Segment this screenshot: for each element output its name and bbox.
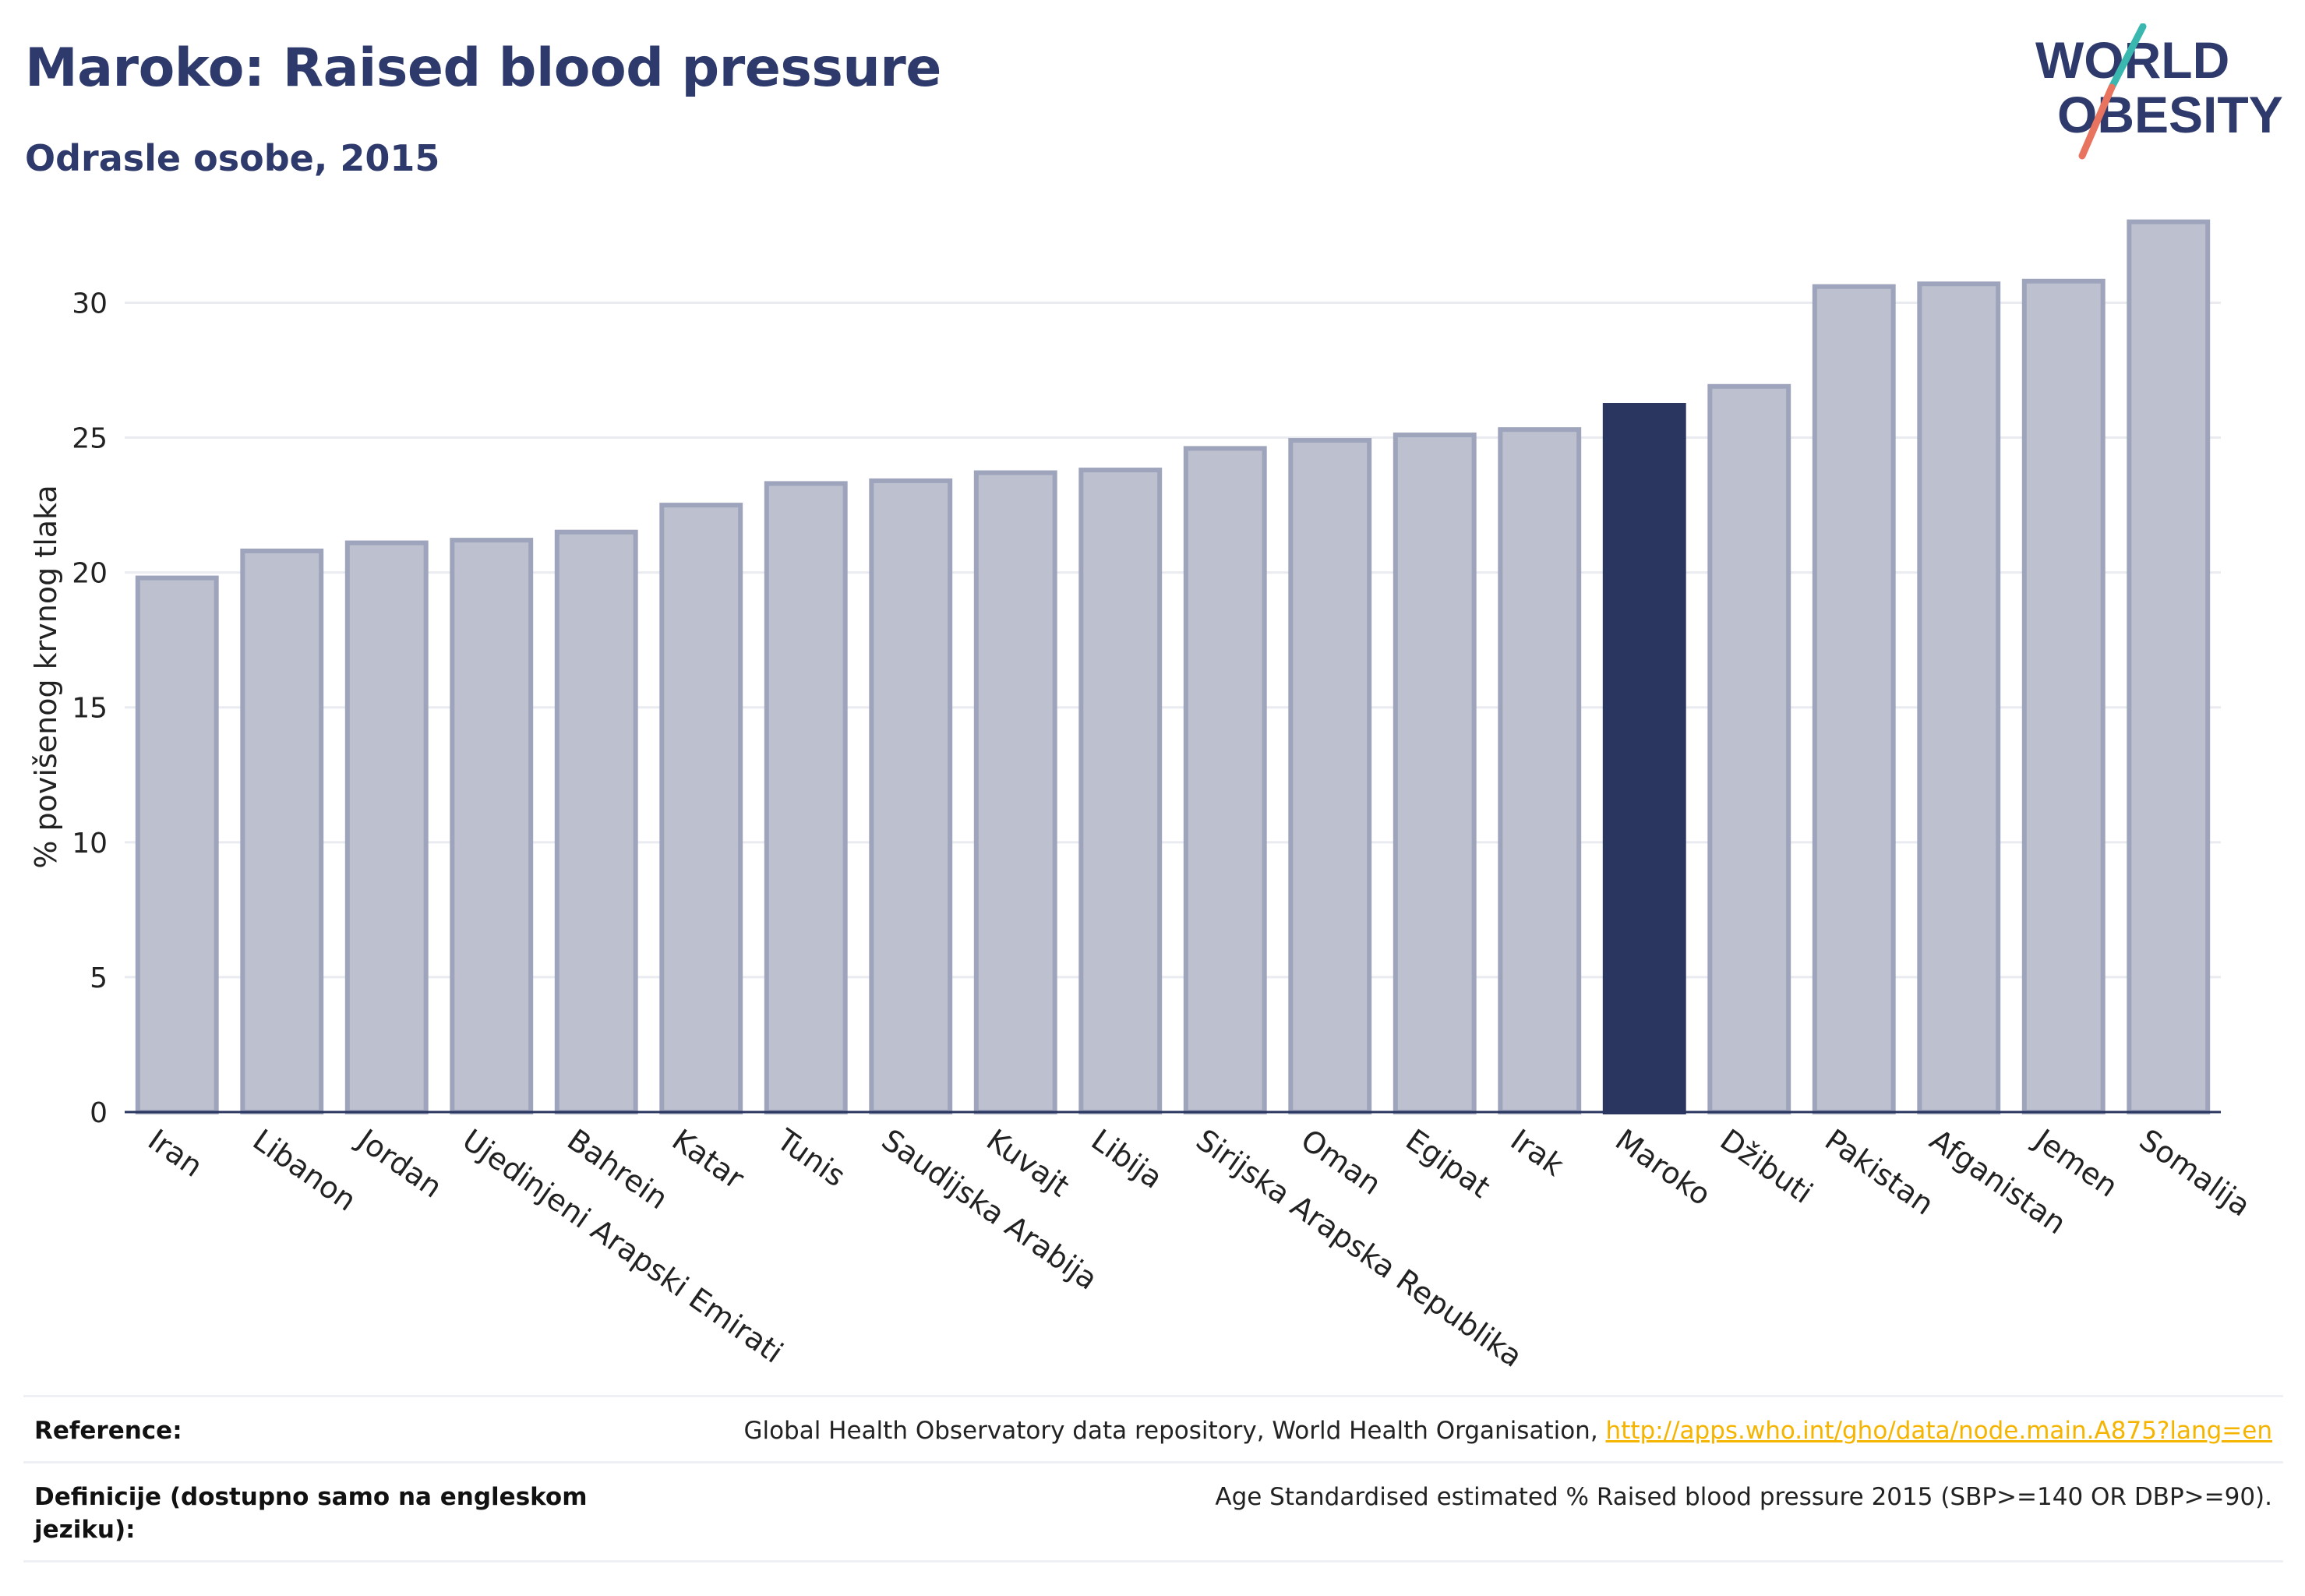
reference-text: Global Health Observatory data repositor… bbox=[743, 1417, 1606, 1445]
y-axis-label: % povišenog krvnog tlaka bbox=[29, 485, 63, 868]
bar-jordan[interactable] bbox=[344, 540, 429, 1114]
y-tick-label: 15 bbox=[72, 693, 108, 725]
x-tick-label: Tunis bbox=[770, 1122, 852, 1194]
world-obesity-logo: WORLD OBESITY bbox=[2035, 23, 2283, 160]
y-tick-label: 20 bbox=[72, 558, 108, 590]
definition-text: Age Standardised estimated % Raised bloo… bbox=[1215, 1483, 2272, 1511]
bar-afganistan[interactable] bbox=[1917, 281, 2001, 1114]
x-tick-label: Jordan bbox=[350, 1121, 448, 1205]
x-tick-label: Iran bbox=[142, 1122, 209, 1184]
bar-katar[interactable] bbox=[659, 503, 743, 1114]
bar-egipat[interactable] bbox=[1393, 433, 1477, 1114]
reference-row: Reference: Global Health Observatory dat… bbox=[23, 1395, 2283, 1461]
x-tick-label: Pakistan bbox=[1819, 1122, 1940, 1221]
y-tick-label: 0 bbox=[90, 1097, 108, 1129]
x-tick-label: Oman bbox=[1295, 1122, 1388, 1202]
x-tick-label: Libija bbox=[1085, 1122, 1169, 1195]
bar-bahrein[interactable] bbox=[554, 529, 638, 1114]
bar-maroko[interactable] bbox=[1602, 403, 1686, 1114]
x-tick-label: Maroko bbox=[1609, 1122, 1717, 1212]
reference-label: Reference: bbox=[34, 1417, 182, 1445]
chart-title: Maroko: Raised blood pressure bbox=[25, 37, 941, 99]
bar-irak[interactable] bbox=[1498, 427, 1582, 1114]
bar-kuvajt[interactable] bbox=[973, 470, 1057, 1114]
bar-ujedinjeni-arapski-emirati[interactable] bbox=[450, 538, 534, 1114]
definition-row: Definicije (dostupno samo na engleskom j… bbox=[23, 1461, 2283, 1562]
logo-slash-coral bbox=[2078, 83, 2116, 160]
bar-layer bbox=[135, 219, 2211, 1115]
grid-layer bbox=[125, 301, 2221, 979]
y-tick-label: 10 bbox=[72, 828, 108, 860]
bar-iran[interactable] bbox=[135, 575, 219, 1114]
footer-table: Reference: Global Health Observatory dat… bbox=[23, 1395, 2283, 1562]
bar-jemen[interactable] bbox=[2021, 278, 2106, 1114]
bar-d-ibuti[interactable] bbox=[1707, 383, 1791, 1115]
definition-label: Definicije (dostupno samo na engleskom j… bbox=[34, 1483, 588, 1544]
bar-somalija[interactable] bbox=[2127, 219, 2211, 1114]
x-tick-label: Egipat bbox=[1400, 1122, 1496, 1204]
y-tick-label: 25 bbox=[72, 423, 108, 455]
bar-sirijska-arapska-republika[interactable] bbox=[1183, 446, 1267, 1114]
x-tick-label: Irak bbox=[1505, 1122, 1570, 1182]
logo-slash-teal bbox=[2108, 23, 2147, 91]
chart-subtitle: Odrasle osobe, 2015 bbox=[25, 137, 440, 179]
bar-libija[interactable] bbox=[1078, 468, 1163, 1114]
bar-pakistan[interactable] bbox=[1812, 284, 1896, 1115]
x-tick-label: Katar bbox=[666, 1122, 751, 1195]
x-tick-label: Džibuti bbox=[1714, 1122, 1820, 1210]
bar-tunis[interactable] bbox=[764, 481, 848, 1114]
reference-link[interactable]: http://apps.who.int/gho/data/node.main.A… bbox=[1605, 1417, 2272, 1445]
x-tick-label: Somalija bbox=[2134, 1122, 2257, 1223]
y-tick-label: 30 bbox=[72, 288, 108, 320]
bar-oman[interactable] bbox=[1288, 438, 1372, 1114]
bar-saudijska-arabija[interactable] bbox=[869, 478, 953, 1114]
bar-libanon[interactable] bbox=[240, 548, 324, 1114]
y-tick-label: 5 bbox=[90, 962, 108, 994]
x-tick-label: Libanon bbox=[247, 1122, 363, 1217]
reference-text-wrap: Global Health Observatory data repositor… bbox=[743, 1414, 2272, 1447]
